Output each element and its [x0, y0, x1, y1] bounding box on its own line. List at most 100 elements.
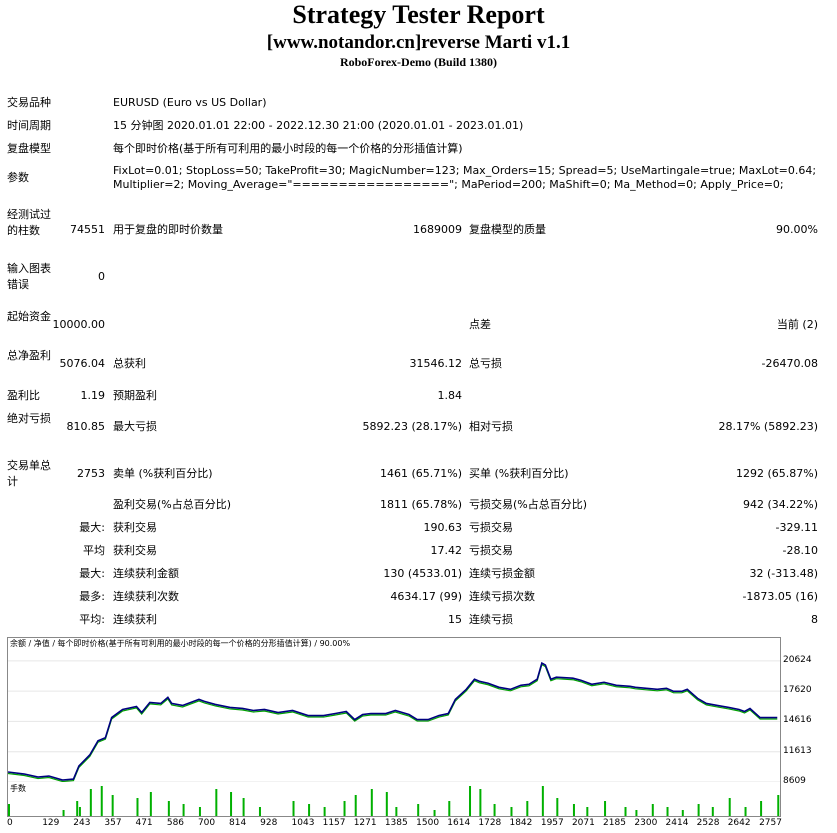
- largest-prefix: 最大:: [79, 521, 105, 534]
- x-tick-label: 243: [73, 818, 91, 828]
- volume-bar: [635, 810, 638, 816]
- model-value: 每个即时价格(基于所有可利用的最小时段的每一个价格的分形插值计算): [113, 142, 463, 155]
- avg-consecutive-loss-value: 8: [811, 613, 818, 626]
- gross-profit-label: 总获利: [113, 357, 146, 370]
- total-trades-label: 交易单总计: [7, 459, 51, 488]
- y-tick-label: 11613: [783, 745, 812, 756]
- max-consecutive-win-label: 连续获利金额: [113, 567, 179, 580]
- volume-bar: [76, 801, 79, 816]
- max-consecutive2-win-label: 连续获利次数: [113, 590, 179, 603]
- volume-bar: [586, 807, 589, 816]
- max-consecutive-loss-value: 32 (-313.48): [749, 567, 818, 580]
- avg-consecutive-win-label: 连续获利: [113, 613, 157, 626]
- net-profit-label: 总净盈利: [7, 349, 51, 362]
- volume-bar: [323, 807, 326, 816]
- total-trades-value: 2753: [77, 467, 105, 480]
- volume-bar: [697, 804, 700, 816]
- volume-bar: [343, 801, 346, 816]
- volume-chart: [7, 782, 781, 817]
- profit-factor-label: 盈利比: [7, 389, 40, 402]
- volume-bar: [258, 807, 261, 816]
- x-tick-label: 357: [104, 818, 122, 828]
- x-tick-label: 1842: [509, 818, 533, 828]
- loss-trades-label: 亏损交易(%占总百分比): [469, 498, 588, 511]
- report-server: RoboForex-Demo (Build 1380): [339, 55, 498, 69]
- volume-bar: [100, 786, 103, 816]
- volume-bar: [469, 786, 472, 816]
- errors-label: 输入图表错误: [7, 262, 51, 291]
- x-tick-label: 586: [166, 818, 185, 828]
- abs-drawdown-label: 绝对亏损: [7, 412, 51, 425]
- volume-bar: [78, 807, 81, 816]
- volume-bar: [510, 807, 513, 816]
- max-consecutive2-prefix: 最多:: [79, 590, 105, 603]
- volume-bar: [89, 789, 92, 816]
- volume-bar: [433, 810, 436, 816]
- model-label: 复盘模型: [7, 142, 51, 155]
- volume-bar: [136, 798, 139, 816]
- long-positions-value: 1292 (65.87%): [735, 467, 818, 480]
- largest-win-value: 190.63: [423, 521, 463, 534]
- ticks-value: 1689009: [413, 223, 462, 236]
- volume-label: 手数: [10, 784, 26, 793]
- x-tick-label: 471: [135, 818, 153, 828]
- chart-title: 余额 / 净值 / 每个即时价格(基于所有可利用的最小时段的每一个价格的分形插值…: [10, 639, 351, 648]
- volume-bar: [624, 807, 627, 816]
- average-prefix: 平均: [83, 544, 105, 557]
- x-tick-label: 2300: [634, 818, 658, 828]
- volume-bar: [760, 801, 763, 816]
- symbol-label: 交易品种: [7, 96, 51, 109]
- max-consecutive2-win-value: 4634.17 (99): [390, 590, 462, 603]
- volume-bar: [395, 807, 398, 816]
- period-label: 时间周期: [7, 119, 51, 132]
- volume-bar: [417, 804, 420, 816]
- quality-value: 90.00%: [776, 223, 818, 236]
- deposit-label: 起始资金: [7, 310, 51, 323]
- short-positions-value: 1461 (65.71%): [379, 467, 462, 480]
- y-tick-label: 14616: [783, 715, 812, 726]
- loss-trades-value: 942 (34.22%): [742, 498, 818, 511]
- x-tick-label: 129: [42, 818, 60, 828]
- volume-chart-svg: [8, 786, 780, 816]
- x-tick-label: 1728: [478, 818, 502, 828]
- volume-bar: [604, 801, 607, 816]
- avg-consecutive-loss-label: 连续亏损: [469, 613, 513, 626]
- gross-profit-value: 31546.12: [409, 357, 463, 370]
- avg-consecutive-prefix: 平均:: [79, 613, 105, 626]
- max-consecutive-loss-label: 连续亏损金额: [469, 567, 535, 580]
- abs-drawdown-value: 810.85: [66, 420, 106, 433]
- volume-bar: [448, 801, 451, 816]
- volume-bar: [493, 804, 496, 816]
- volume-bar: [62, 810, 65, 816]
- x-tick-label: 700: [197, 818, 216, 828]
- params-line2: Multiplier=2; Moving_Average="==========…: [113, 178, 784, 191]
- y-tick-label: 17620: [783, 685, 812, 696]
- balance-chart-svg: [7, 660, 780, 783]
- avg-consecutive-win-value: 15: [448, 613, 462, 626]
- volume-bar: [479, 789, 482, 816]
- x-tick-label: 2528: [696, 818, 720, 828]
- max-drawdown-label: 最大亏损: [113, 420, 157, 433]
- volume-bar: [242, 798, 245, 816]
- average-loss-value: -28.10: [782, 544, 818, 557]
- symbol-value: EURUSD (Euro vs US Dollar): [113, 96, 267, 109]
- average-win-label: 获利交易: [113, 544, 157, 557]
- y-tick-label: 20624: [783, 654, 812, 665]
- net-profit-value: 5076.04: [59, 357, 106, 370]
- gross-loss-value: -26470.08: [761, 357, 818, 370]
- volume-bar: [681, 810, 684, 816]
- volume-bar: [354, 795, 357, 816]
- profit-factor-value: 1.19: [80, 389, 106, 402]
- max-consecutive-win-value: 130 (4533.01): [383, 567, 462, 580]
- x-tick-label: 814: [229, 818, 247, 828]
- quality-label: 复盘模型的质量: [469, 223, 546, 236]
- spread-label: 点差: [469, 318, 491, 331]
- largest-win-label: 获利交易: [113, 521, 157, 534]
- volume-bar: [198, 807, 201, 816]
- payoff-value: 1.84: [437, 389, 463, 402]
- volume-bar: [777, 795, 780, 816]
- volume-bar: [111, 795, 114, 816]
- volume-bar: [541, 786, 544, 816]
- volume-bar: [711, 807, 714, 816]
- x-tick-label: 0: [7, 818, 13, 828]
